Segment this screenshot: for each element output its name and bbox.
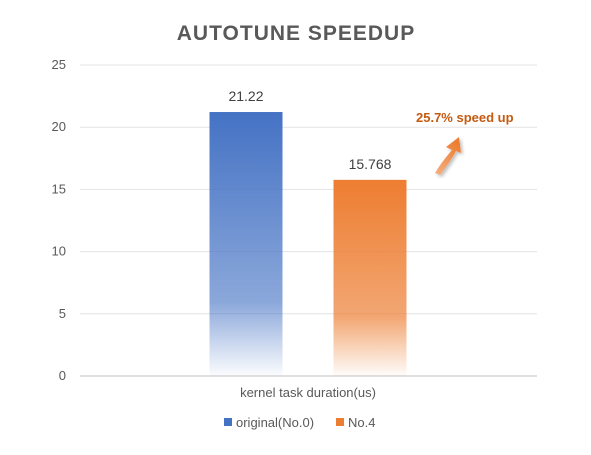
data-label-no4: 15.768	[349, 156, 392, 172]
legend-swatch-original	[224, 418, 232, 426]
data-label-original: 21.22	[228, 88, 263, 104]
y-axis: 0 5 10 15 20 25	[52, 57, 66, 383]
legend-label-original: original(No.0)	[236, 415, 314, 430]
y-tick-label: 15	[52, 181, 66, 196]
speedup-arrow-icon	[435, 137, 461, 175]
bar-no4	[333, 179, 407, 376]
y-tick-label: 5	[59, 306, 66, 321]
y-tick-label: 25	[52, 57, 66, 72]
legend-label-no4: No.4	[348, 415, 375, 430]
data-labels: 21.22 15.768	[228, 88, 391, 172]
speedup-annotation: 25.7% speed up	[416, 110, 514, 175]
y-tick-label: 0	[59, 368, 66, 383]
y-tick-label: 10	[52, 244, 66, 259]
bar-original	[209, 112, 283, 377]
x-category-label: kernel task duration(us)	[240, 385, 376, 400]
legend-swatch-no4	[336, 418, 344, 426]
legend: original(No.0) No.4	[224, 415, 375, 430]
y-tick-label: 20	[52, 119, 66, 134]
speedup-label: 25.7% speed up	[416, 110, 514, 125]
bars	[209, 112, 407, 377]
gridlines	[80, 64, 537, 315]
chart-title: AUTOTUNE SPEEDUP	[177, 22, 415, 45]
